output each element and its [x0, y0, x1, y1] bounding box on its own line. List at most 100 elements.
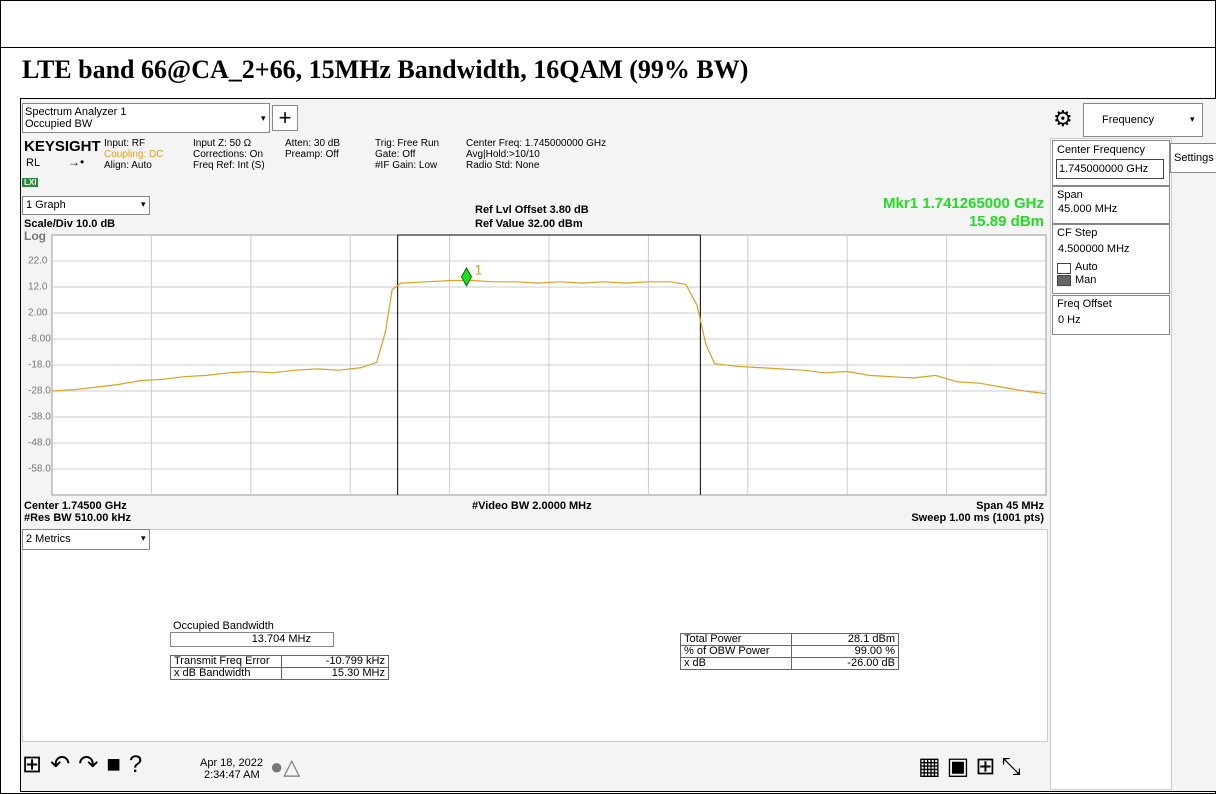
info-text: Avg|Hold:>10/10: [466, 149, 540, 160]
info-text: Freq Ref: Int (S): [193, 160, 265, 171]
top-cell: [0, 0, 1216, 49]
obw-value: 13.704 MHz: [251, 633, 311, 645]
auto-box: [1057, 263, 1071, 274]
span-value: 45.000 MHz: [1058, 203, 1118, 215]
center: Center 1.74500 GHz: [24, 500, 127, 512]
dropdown-arrow: ▾: [141, 199, 146, 209]
info-text: Corrections: On: [193, 149, 264, 160]
dropdown-arrow: ▾: [1190, 114, 1195, 124]
span-label: Span: [1057, 189, 1083, 201]
metrics-selector-text: 2 Metrics: [26, 533, 71, 545]
y-tick-label: -18.0: [28, 360, 51, 371]
marker-label: 1: [474, 262, 482, 278]
info-text: Input Z: 50 Ω: [193, 138, 252, 149]
info-text: Coupling: DC: [104, 149, 164, 160]
y-tick-label: -58.0: [28, 464, 51, 475]
graph-selector-text: 1 Graph: [26, 199, 66, 211]
y-tick-label: -48.0: [28, 438, 51, 449]
obw-box: 13.704 MHz: [170, 632, 334, 647]
cf-value: 4.500000 MHz: [1058, 243, 1130, 255]
info-text: Center Freq: 1.745000000 GHz: [466, 138, 607, 149]
y-tick-label: 12.0: [28, 282, 48, 293]
lxi: LXI: [22, 178, 39, 187]
metric-value: 99.00 %: [854, 645, 895, 657]
icon: →•: [68, 155, 85, 169]
center-freq-value: 1.745000000 GHz: [1059, 163, 1149, 175]
settings-text: Settings: [1174, 152, 1214, 164]
cell-divider: [281, 656, 282, 667]
metrics-selector[interactable]: 2 Metrics ▾: [22, 529, 150, 550]
cell-divider: [791, 646, 792, 657]
tab[interactable]: Spectrum Analyzer 1 Occupied BW ▾: [22, 103, 270, 133]
rl: RL: [26, 157, 41, 169]
scale: Scale/Div 10.0 dB: [24, 218, 116, 230]
metric-label: x dB: [684, 657, 707, 669]
title: LTE band 66@CA_2+66, 15MHz Bandwidth, 16…: [22, 55, 749, 84]
metric-value: 28.1 dBm: [847, 633, 895, 645]
marker: [460, 266, 473, 287]
video-bw: #Video BW 2.0000 MHz: [472, 500, 592, 512]
date: Apr 18, 2022: [200, 757, 263, 769]
metric-row: % of OBW Power 99.00 %: [680, 645, 899, 658]
offset-label: Freq Offset: [1057, 298, 1112, 310]
info-text: Radio Std: None: [466, 160, 540, 171]
center-freq-label: Center Frequency: [1057, 144, 1146, 156]
sweep: Sweep 1.00 ms (1001 pts): [911, 512, 1044, 524]
status-icons[interactable]: ●△: [270, 754, 301, 779]
metric-label: Transmit Freq Error: [174, 655, 270, 667]
y-tick-label: -8.00: [28, 334, 51, 345]
dropdown-arrow: ▾: [261, 113, 266, 123]
auto: Auto: [1075, 261, 1098, 273]
span: Span 45 MHz: [976, 500, 1044, 512]
info-text: Gate: Off: [375, 149, 416, 160]
cf-step-key[interactable]: CF Step 4.500000 MHz Auto Man: [1052, 224, 1170, 294]
taskbar-icons[interactable]: ⊞↶↷■?: [22, 751, 151, 778]
metric-label: x dB Bandwidth: [174, 667, 251, 679]
metric-value: -26.00 dB: [847, 657, 895, 669]
ref-value: Ref Value 32.00 dBm: [475, 218, 583, 230]
dropdown-arrow: ▾: [141, 533, 146, 543]
add-button[interactable]: +: [272, 105, 298, 131]
y-tick-label: 22.0: [28, 256, 48, 267]
log: Log: [24, 229, 46, 243]
frequency-tab-text: Frequency: [1102, 114, 1154, 126]
tab-title: Spectrum Analyzer 1: [25, 106, 127, 118]
cell-divider: [791, 634, 792, 645]
y-tick-label: -28.0: [28, 386, 51, 397]
metric-value: 15.30 MHz: [331, 667, 385, 679]
offset-value: 0 Hz: [1058, 314, 1081, 326]
center-freq-key[interactable]: Center Frequency 1.745000000 GHz: [1052, 140, 1170, 186]
time: 2:34:47 AM: [204, 769, 260, 781]
metric-label: Total Power: [684, 633, 742, 645]
freq-offset-key[interactable]: Freq Offset 0 Hz: [1052, 295, 1170, 335]
graph-selector[interactable]: 1 Graph ▾: [22, 196, 150, 215]
res-bw: #Res BW 510.00 kHz: [24, 512, 131, 524]
tab-subtitle: Occupied BW: [25, 118, 93, 130]
obw-label: Occupied Bandwidth: [173, 620, 274, 632]
brand: KEYSIGHT: [24, 138, 101, 155]
span-key[interactable]: Span 45.000 MHz: [1052, 186, 1170, 224]
metric-row: Transmit Freq Error -10.799 kHz: [170, 655, 389, 668]
info-text: Align: Auto: [104, 160, 152, 171]
info-text: Atten: 30 dB: [285, 138, 341, 149]
window-icons[interactable]: ▦▣⊞⤡: [918, 753, 1027, 780]
cell-divider: [281, 668, 282, 679]
cell-divider: [791, 658, 792, 669]
metric-value: -10.799 kHz: [325, 655, 385, 667]
ref-offset: Ref Lvl Offset 3.80 dB: [475, 204, 589, 216]
info-text: Input: RF: [104, 138, 146, 149]
frequency-tab[interactable]: Frequency ▾: [1083, 103, 1203, 137]
y-tick-label: 2.00: [28, 308, 48, 319]
settings-tab[interactable]: Settings: [1170, 143, 1216, 173]
metric-label: % of OBW Power: [684, 645, 770, 657]
metric-row: x dB Bandwidth 15.30 MHz: [170, 667, 389, 680]
y-tick-label: -38.0: [28, 412, 51, 423]
gear-icon[interactable]: ⚙: [1053, 106, 1073, 131]
cf-label: CF Step: [1057, 227, 1098, 239]
metric-row: x dB -26.00 dB: [680, 657, 899, 670]
marker-amp: 15.89 dBm: [968, 213, 1044, 230]
man-box: [1057, 275, 1071, 286]
info-text: Preamp: Off: [285, 149, 339, 160]
